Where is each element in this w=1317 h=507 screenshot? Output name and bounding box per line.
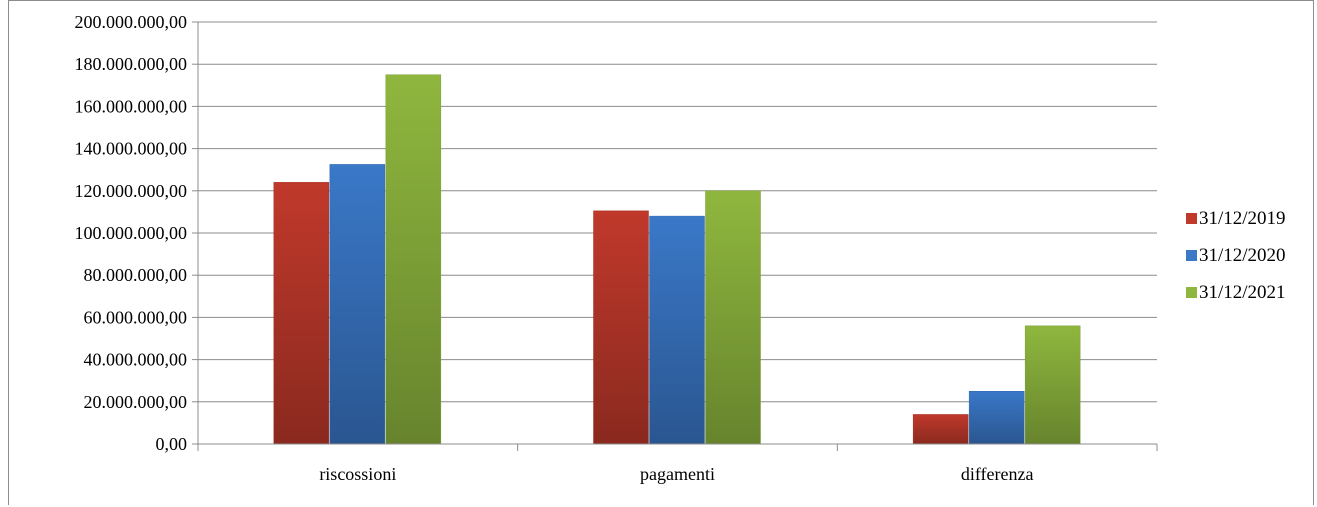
bar-riscossioni-31/12/2020 [329, 164, 386, 445]
legend-swatch [1186, 287, 1197, 298]
y-tick-label: 180.000.000,00 [75, 54, 188, 74]
bar-pagamenti-31/12/2020 [649, 215, 705, 445]
legend-label: 31/12/2021 [1199, 282, 1286, 303]
bar-riscossioni-31/12/2021 [385, 74, 442, 445]
legend-swatch [1186, 250, 1197, 261]
legend-label: 31/12/2019 [1199, 208, 1286, 229]
y-tick-label: 140.000.000,00 [75, 139, 188, 159]
bar-riscossioni-31/12/2019 [273, 182, 330, 445]
bar-differenza-31/12/2019 [912, 414, 969, 445]
chart-frame [8, 0, 1314, 505]
y-tick-label: 20.000.000,00 [84, 392, 188, 412]
y-tick-label: 120.000.000,00 [75, 181, 188, 201]
axes [192, 21, 1158, 451]
y-tick-label: 60.000.000,00 [84, 307, 188, 327]
x-tick-labels: riscossioni pagamenti differenza [319, 464, 1033, 484]
y-tick-label: 80.000.000,00 [84, 265, 188, 285]
y-tick-label: 160.000.000,00 [75, 96, 188, 116]
bar-pagamenti-31/12/2021 [705, 190, 761, 445]
bar-differenza-31/12/2020 [968, 391, 1025, 445]
legend-swatch [1186, 213, 1197, 224]
bars [273, 74, 1081, 445]
y-tick-label: 0,00 [156, 434, 188, 454]
legend: 31/12/2019 31/12/2020 31/12/2021 [1186, 208, 1286, 303]
y-tick-label: 40.000.000,00 [84, 350, 188, 370]
y-tick-label: 200.000.000,00 [75, 12, 188, 32]
bar-differenza-31/12/2021 [1024, 325, 1081, 445]
y-tick-labels: 0,00 20.000.000,00 40.000.000,00 60.000.000… [75, 12, 188, 454]
x-tick-label: differenza [961, 464, 1034, 484]
x-tick-label: pagamenti [640, 464, 715, 484]
x-tick-label: riscossioni [319, 464, 396, 484]
bar-pagamenti-31/12/2019 [593, 210, 649, 445]
y-tick-label: 100.000.000,00 [75, 223, 188, 243]
legend-label: 31/12/2020 [1199, 245, 1286, 266]
